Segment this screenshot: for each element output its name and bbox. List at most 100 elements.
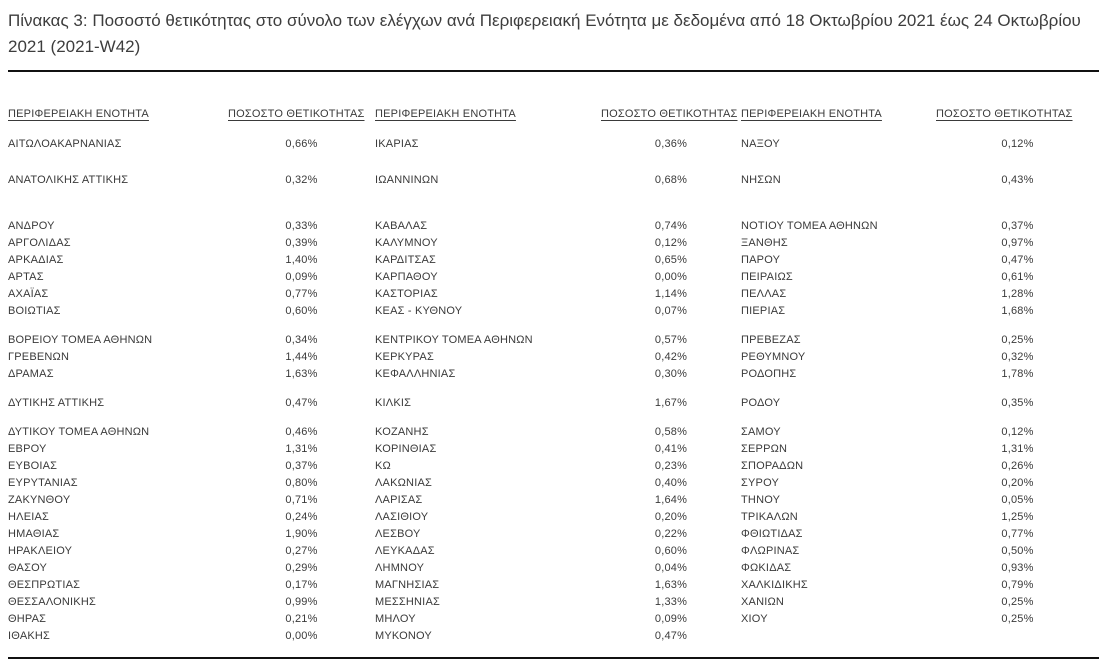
region-name: ΒΟΡΕΙΟΥ ΤΟΜΕΑ ΑΘΗΝΩΝ — [8, 334, 153, 346]
region-name: ΣΕΡΡΩΝ — [741, 443, 788, 455]
region-name: ΡΟΔΟΠΗΣ — [741, 368, 797, 380]
positivity-value: 1,78% — [1001, 368, 1034, 380]
region-name: ΚΑΣΤΟΡΙΑΣ — [375, 288, 438, 300]
region-name: ΚΑΛΥΜΝΟΥ — [375, 237, 438, 249]
header-cell-positivity-3: ΠΟΣΟΣΤΟ ΘΕΤΙΚΟΤΗΤΑΣ — [936, 104, 1099, 123]
positivity-value: 0,42% — [654, 351, 688, 363]
region-name: ΜΥΚΟΝΟΥ — [375, 630, 432, 642]
positivity-value: 0,20% — [1001, 477, 1034, 489]
row-group: ΑΝΔΡΟΥ 0,33% ΚΑΒΑΛΑΣ 0,74% ΝΟΤΙΟΥ ΤΟΜΕΑ ΑΘΗΝ… — [8, 218, 1107, 320]
table-row: ΕΥΒΟΙΑΣ 0,37% ΚΩ 0,23% ΣΠΟΡΑΔΩΝ 0,26% — [8, 458, 1107, 475]
region-name: ΠΙΕΡΙΑΣ — [741, 305, 786, 317]
region-name: ΧΙΟΥ — [741, 613, 768, 625]
row-group: ΔΥΤΙΚΟΥ ΤΟΜΕΑ ΑΘΗΝΩΝ 0,46% ΚΟΖΑΝΗΣ 0,58% ΣΑΜ… — [8, 424, 1107, 645]
table-row: ΘΕΣΠΡΩΤΙΑΣ 0,17% ΜΑΓΝΗΣΙΑΣ 1,63% ΧΑΛΚΙΔΙΚΗΣ 0… — [8, 577, 1107, 594]
region-name: ΡΟΔΟΥ — [741, 397, 781, 409]
positivity-value: 0,68% — [654, 174, 688, 186]
region-name: ΕΒΡΟΥ — [8, 443, 47, 455]
column-header-positivity: ΠΟΣΟΣΤΟ ΘΕΤΙΚΟΤΗΤΑΣ — [601, 108, 738, 120]
region-name: ΠΡΕΒΕΖΑΣ — [741, 334, 801, 346]
table-row: ΖΑΚΥΝΘΟΥ 0,71% ΛΑΡΙΣΑΣ 1,64% ΤΗΝΟΥ 0,05% — [8, 492, 1107, 509]
positivity-value: 1,40% — [285, 254, 318, 266]
positivity-value: 0,65% — [654, 254, 688, 266]
region-name: ΘΗΡΑΣ — [8, 613, 47, 625]
table-row: ΙΘΑΚΗΣ 0,00% ΜΥΚΟΝΟΥ 0,47% — [8, 628, 1107, 645]
region-name: ΚΟΡΙΝΘΙΑΣ — [375, 443, 437, 455]
positivity-value: 0,74% — [654, 220, 688, 232]
region-name: ΠΕΛΛΑΣ — [741, 288, 787, 300]
positivity-value: 0,20% — [654, 511, 688, 523]
positivity-value: 0,32% — [1001, 351, 1034, 363]
table-row: ΕΥΡΥΤΑΝΙΑΣ 0,80% ΛΑΚΩΝΙΑΣ 0,40% ΣΥΡΟΥ 0,20% — [8, 475, 1107, 492]
positivity-value: 1,90% — [285, 528, 318, 540]
table-row: ΑΡΓΟΛΙΔΑΣ 0,39% ΚΑΛΥΜΝΟΥ 0,12% ΞΑΝΘΗΣ 0,97% — [8, 235, 1107, 252]
region-name: ΛΕΣΒΟΥ — [375, 528, 421, 540]
positivity-value: 0,97% — [1001, 237, 1034, 249]
column-header-region: ΠΕΡΙΦΕΡΕΙΑΚΗ ΕΝΟΤΗΤΑ — [8, 108, 149, 120]
positivity-value: 0,21% — [285, 613, 318, 625]
region-name: ΝΗΣΩΝ — [741, 174, 781, 186]
region-name: ΣΑΜΟΥ — [741, 426, 781, 438]
positivity-value: 0,79% — [1001, 579, 1034, 591]
region-name: ΜΑΓΝΗΣΙΑΣ — [375, 579, 440, 591]
positivity-value: 0,26% — [1001, 460, 1034, 472]
region-name: ΣΠΟΡΑΔΩΝ — [741, 460, 804, 472]
region-name: ΜΗΛΟΥ — [375, 613, 416, 625]
positivity-value: 1,14% — [654, 288, 688, 300]
region-name: ΑΙΤΩΛΟΑΚΑΡΝΑΝΙΑΣ — [8, 138, 122, 150]
positivity-value: 1,44% — [285, 351, 318, 363]
positivity-value: 0,27% — [285, 545, 318, 557]
header-cell-positivity-2: ΠΟΣΟΣΤΟ ΘΕΤΙΚΟΤΗΤΑΣ — [601, 104, 741, 123]
positivity-value: 1,63% — [285, 368, 318, 380]
region-name: ΚΑΡΔΙΤΣΑΣ — [375, 254, 437, 266]
region-name: ΠΑΡΟΥ — [741, 254, 781, 266]
positivity-value: 0,41% — [654, 443, 688, 455]
region-name: ΤΡΙΚΑΛΩΝ — [741, 511, 798, 523]
table-row: ΑΡΤΑΣ 0,09% ΚΑΡΠΑΘΟΥ 0,00% ΠΕΙΡΑΙΩΣ 0,61% — [8, 269, 1107, 286]
table-row: ΗΡΑΚΛΕΙΟΥ 0,27% ΛΕΥΚΑΔΑΣ 0,60% ΦΛΩΡΙΝΑΣ 0,50% — [8, 543, 1107, 560]
region-name: ΗΜΑΘΙΑΣ — [8, 528, 60, 540]
region-name: ΑΡΓΟΛΙΔΑΣ — [8, 237, 71, 249]
region-name: ΕΥΡΥΤΑΝΙΑΣ — [8, 477, 78, 489]
positivity-value: 1,64% — [654, 494, 688, 506]
positivity-value: 1,28% — [1001, 288, 1034, 300]
row-group: ΒΟΡΕΙΟΥ ΤΟΜΕΑ ΑΘΗΝΩΝ 0,34% ΚΕΝΤΡΙΚΟΥ ΤΟΜΕΑ… — [8, 332, 1107, 383]
column-header-region: ΠΕΡΙΦΕΡΕΙΑΚΗ ΕΝΟΤΗΤΑ — [741, 108, 882, 120]
region-name: ΠΕΙΡΑΙΩΣ — [741, 271, 793, 283]
region-name: ΙΚΑΡΙΑΣ — [375, 138, 419, 150]
positivity-value: 0,24% — [285, 511, 318, 523]
region-name: ΚΕΑΣ - ΚΥΘΝΟΥ — [375, 305, 463, 317]
region-name: ΝΟΤΙΟΥ ΤΟΜΕΑ ΑΘΗΝΩΝ — [741, 220, 878, 232]
region-name: ΑΝΔΡΟΥ — [8, 220, 55, 232]
column-header-positivity: ΠΟΣΟΣΤΟ ΘΕΤΙΚΟΤΗΤΑΣ — [228, 108, 365, 120]
table-caption: Πίνακας 3: Ποσοστό θετικότητας στο σύνολ… — [8, 11, 1081, 56]
region-name: ΒΟΙΩΤΙΑΣ — [8, 305, 61, 317]
table-row: ΔΥΤΙΚΗΣ ΑΤΤΙΚΗΣ 0,47% ΚΙΛΚΙΣ 1,67% ΡΟΔΟΥ 0,35… — [8, 395, 1107, 412]
region-name: ΧΑΛΚΙΔΙΚΗΣ — [741, 579, 808, 591]
region-name: ΚΙΛΚΙΣ — [375, 397, 412, 409]
region-name: ΧΑΝΙΩΝ — [741, 596, 785, 608]
region-name: ΞΑΝΘΗΣ — [741, 237, 788, 249]
positivity-value: 0,09% — [654, 613, 688, 625]
positivity-value: 0,25% — [1001, 613, 1034, 625]
positivity-value: 0,07% — [654, 305, 688, 317]
region-name: ΦΘΙΩΤΙΔΑΣ — [741, 528, 803, 540]
positivity-value: 0,05% — [1001, 494, 1034, 506]
positivity-value: 0,17% — [285, 579, 318, 591]
region-name: ΚΑΒΑΛΑΣ — [375, 220, 428, 232]
region-name: ΙΘΑΚΗΣ — [8, 630, 51, 642]
positivity-value: 1,63% — [654, 579, 688, 591]
region-name: ΣΥΡΟΥ — [741, 477, 780, 489]
region-name: ΘΕΣΣΑΛΟΝΙΚΗΣ — [8, 596, 96, 608]
positivity-value: 0,37% — [1001, 220, 1034, 232]
positivity-value: 0,43% — [1001, 174, 1034, 186]
positivity-value: 0,50% — [1001, 545, 1034, 557]
positivity-value: 0,46% — [285, 426, 318, 438]
positivity-value: 0,04% — [654, 562, 688, 574]
region-name: ΘΕΣΠΡΩΤΙΑΣ — [8, 579, 81, 591]
positivity-value: 1,33% — [654, 596, 688, 608]
region-name: ΓΡΕΒΕΝΩΝ — [8, 351, 70, 363]
positivity-value: 0,47% — [285, 397, 318, 409]
region-name: ΤΗΝΟΥ — [741, 494, 781, 506]
